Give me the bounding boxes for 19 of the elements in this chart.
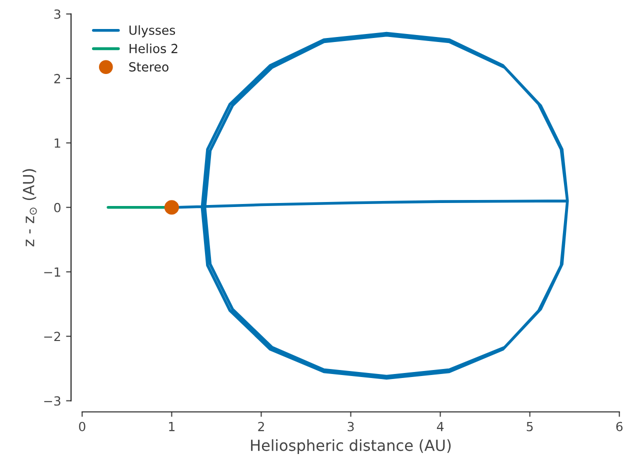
y-tick-label: −3 — [44, 396, 60, 406]
x-axis-title: Heliospheric distance (AU) — [251, 439, 451, 454]
x-tick-label: 4 — [436, 422, 444, 432]
y-tick-label: −1 — [44, 267, 60, 277]
x-tick-label: 3 — [348, 422, 354, 432]
y-tick-label: 1 — [54, 138, 60, 148]
x-tick-label: 2 — [258, 422, 264, 432]
legend-label: Helios 2 — [130, 44, 178, 54]
legend-label: Ulysses — [129, 25, 176, 38]
y-tick-label: 3 — [54, 9, 60, 19]
legend-label: Stereo — [129, 62, 168, 72]
y-tick-label: −2 — [44, 332, 60, 342]
x-tick-label: 1 — [169, 422, 175, 432]
y-tick-label: 0 — [54, 202, 60, 212]
x-tick-label: 0 — [79, 422, 86, 432]
y-tick-label: 2 — [54, 74, 60, 84]
y-axis-title: z - z$_{⊙}$ (AU) — [22, 169, 37, 246]
x-tick-label: 5 — [526, 422, 533, 432]
x-tick-label: 6 — [616, 422, 623, 432]
